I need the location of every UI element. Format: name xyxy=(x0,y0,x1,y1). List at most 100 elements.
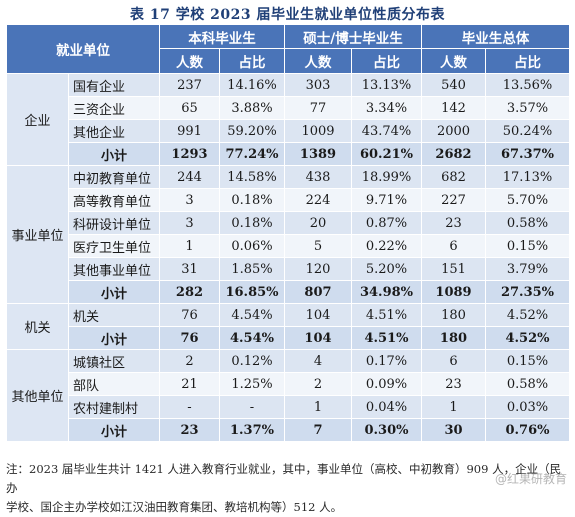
percent-cell: 4.51% xyxy=(351,326,422,350)
count-cell: 682 xyxy=(421,165,486,189)
count-cell: 1293 xyxy=(159,142,220,166)
count-cell: 2 xyxy=(159,349,220,373)
percent-cell: 16.85% xyxy=(219,280,285,304)
count-cell: 21 xyxy=(159,372,220,396)
percent-cell: 4.54% xyxy=(219,303,285,327)
percent-cell: 4.52% xyxy=(485,326,570,350)
percent-cell: 9.71% xyxy=(351,188,422,212)
percent-cell: 0.58% xyxy=(485,372,570,396)
unit-label-cell: 部队 xyxy=(68,372,160,396)
count-cell: 807 xyxy=(284,280,352,304)
count-cell: 1089 xyxy=(421,280,486,304)
count-cell: 2 xyxy=(284,372,352,396)
table-row: 医疗卫生单位 1 0.06% 5 0.22% 6 0.15% xyxy=(7,234,570,258)
percent-cell: 77.24% xyxy=(219,142,285,166)
count-cell: 1 xyxy=(159,234,220,258)
count-cell: 540 xyxy=(421,73,486,97)
percent-cell: 50.24% xyxy=(485,119,570,143)
percent-cell: 0.17% xyxy=(351,349,422,373)
percent-cell: 1.25% xyxy=(219,372,285,396)
header-sub: 占比 xyxy=(351,48,422,74)
count-cell: 438 xyxy=(284,165,352,189)
count-cell: 2682 xyxy=(421,142,486,166)
table-row: 高等教育单位 3 0.18% 224 9.71% 227 5.70% xyxy=(7,188,570,212)
percent-cell: 4.52% xyxy=(485,303,570,327)
footnote-line1: 注：2023 届毕业生共计 1421 人进入教育行业就业，其中，事业单位（高校、… xyxy=(6,462,562,495)
header-unit: 就业单位 xyxy=(6,24,160,74)
percent-cell: 13.56% xyxy=(485,73,570,97)
header-sub: 人数 xyxy=(159,48,220,74)
percent-cell: 3.88% xyxy=(219,96,285,120)
percent-cell: 14.58% xyxy=(219,165,285,189)
table-row: 三资企业 65 3.88% 77 3.34% 142 3.57% xyxy=(7,96,570,120)
count-cell: 104 xyxy=(284,303,352,327)
count-cell: 23 xyxy=(159,418,220,442)
footnote: 注：2023 届毕业生共计 1421 人进入教育行业就业，其中，事业单位（高校、… xyxy=(6,460,566,517)
table-body: 企业 国有企业 237 14.16% 303 13.13% 540 13.56% 三资企业 65 3… xyxy=(6,73,570,442)
header-group-undergrad: 本科毕业生 xyxy=(159,24,285,49)
count-cell: 23 xyxy=(421,372,486,396)
count-cell: 7 xyxy=(284,418,352,442)
count-cell: 1389 xyxy=(284,142,352,166)
unit-label-cell: 城镇社区 xyxy=(68,349,160,373)
header-sub: 占比 xyxy=(219,48,285,74)
percent-cell: 14.16% xyxy=(219,73,285,97)
percent-cell: 17.13% xyxy=(485,165,570,189)
percent-cell: 0.18% xyxy=(219,188,285,212)
percent-cell: 5.70% xyxy=(485,188,570,212)
table-row: 部队 21 1.25% 2 0.09% 23 0.58% xyxy=(7,372,570,396)
percent-cell: 34.98% xyxy=(351,280,422,304)
percent-cell: 43.74% xyxy=(351,119,422,143)
percent-cell: 0.15% xyxy=(485,234,570,258)
count-cell: 180 xyxy=(421,303,486,327)
header-group-total: 毕业生总体 xyxy=(421,24,570,49)
header-sub: 人数 xyxy=(421,48,486,74)
count-cell: 244 xyxy=(159,165,220,189)
count-cell: 3 xyxy=(159,211,220,235)
employment-table: 就业单位 本科毕业生 硕士/博士毕业生 毕业生总体 人数 占比 人数 占比 人数… xyxy=(6,24,570,442)
table-title: 表 17 学校 2023 届毕业生就业单位性质分布表 xyxy=(130,7,445,23)
percent-cell: 3.57% xyxy=(485,96,570,120)
count-cell: 224 xyxy=(284,188,352,212)
count-cell: 76 xyxy=(159,326,220,350)
subtotal-row: 小计 23 1.37% 7 0.30% 30 0.76% xyxy=(7,418,570,442)
table-row: 企业 国有企业 237 14.16% 303 13.13% 540 13.56% xyxy=(6,73,570,166)
count-cell: 303 xyxy=(284,73,352,97)
percent-cell: - xyxy=(219,395,285,419)
subtotal-row: 小计 1293 77.24% 1389 60.21% 2682 67.37% xyxy=(7,142,570,166)
count-cell: 77 xyxy=(284,96,352,120)
percent-cell: 67.37% xyxy=(485,142,570,166)
percent-cell: 4.54% xyxy=(219,326,285,350)
table-row: 机关 机关 76 4.54% 104 4.51% 180 4.52% xyxy=(6,303,570,350)
count-cell: 31 xyxy=(159,257,220,281)
count-cell: 237 xyxy=(159,73,220,97)
percent-cell: 0.76% xyxy=(485,418,570,442)
percent-cell: 5.20% xyxy=(351,257,422,281)
unit-label-cell: 医疗卫生单位 xyxy=(68,234,160,258)
percent-cell: 27.35% xyxy=(485,280,570,304)
unit-label-cell: 其他事业单位 xyxy=(68,257,160,281)
percent-cell: 13.13% xyxy=(351,73,422,97)
count-cell: 180 xyxy=(421,326,486,350)
unit-label-cell: 高等教育单位 xyxy=(68,188,160,212)
unit-label-cell: 科研设计单位 xyxy=(68,211,160,235)
subtotal-row: 小计 76 4.54% 104 4.51% 180 4.52% xyxy=(7,326,570,350)
percent-cell: 0.18% xyxy=(219,211,285,235)
count-cell: 142 xyxy=(421,96,486,120)
percent-cell: 3.79% xyxy=(485,257,570,281)
unit-label-cell: 小计 xyxy=(68,326,160,350)
table-row: 科研设计单位 3 0.18% 20 0.87% 23 0.58% xyxy=(7,211,570,235)
header-sub: 占比 xyxy=(485,48,570,74)
count-cell: 76 xyxy=(159,303,220,327)
header-group-grad: 硕士/博士毕业生 xyxy=(284,24,422,49)
unit-label-cell: 小计 xyxy=(68,142,160,166)
count-cell: 30 xyxy=(421,418,486,442)
count-cell: 104 xyxy=(284,326,352,350)
count-cell: 2000 xyxy=(421,119,486,143)
count-cell: 23 xyxy=(421,211,486,235)
count-cell: 1 xyxy=(284,395,352,419)
unit-label-cell: 机关 xyxy=(68,303,160,327)
count-cell: 1 xyxy=(421,395,486,419)
count-cell: 4 xyxy=(284,349,352,373)
footnote-line2: 学校、国企主办学校如江汉油田教育集团、教培机构等）512 人。 xyxy=(6,500,343,514)
